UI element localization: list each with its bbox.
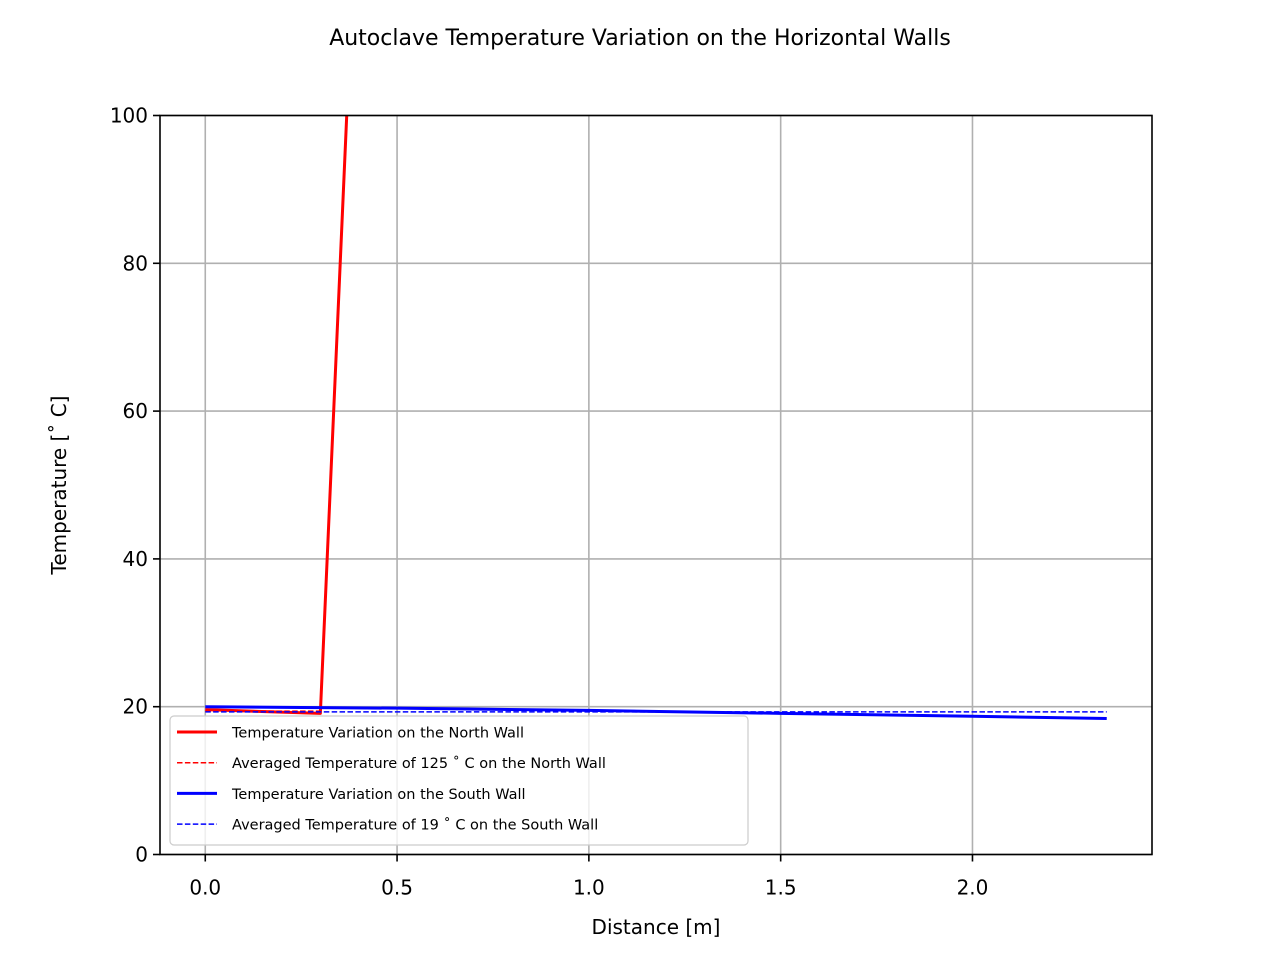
legend: Temperature Variation on the North Wall A… (169, 715, 749, 846)
y-tick-label: 100 (110, 104, 148, 128)
x-tick-label: 0.0 (189, 876, 221, 900)
series-line-0 (205, 115, 349, 715)
legend-entry-label: Temperature Variation on the North Wall (231, 726, 524, 742)
legend-entry-label: Averaged Temperature of 125 ˚ C on the N… (232, 755, 606, 772)
x-axis-label: Distance [m] (592, 915, 721, 939)
x-tick-label: 0.5 (381, 876, 413, 900)
y-tick-label: 40 (123, 547, 148, 571)
y-axis-ticks: 0 20 40 60 80 100 (110, 104, 160, 867)
legend-entry-label: Averaged Temperature of 19 ˚ C on the So… (232, 817, 598, 834)
y-tick-label: 60 (123, 399, 148, 423)
x-tick-label: 1.0 (573, 876, 605, 900)
y-tick-label: 80 (123, 251, 148, 275)
chart-title: Autoclave Temperature Variation on the H… (329, 26, 951, 51)
plot-area-frame (159, 114, 1153, 856)
x-axis-ticks: 0.0 0.5 1.0 1.5 2.0 (189, 854, 989, 900)
legend-entry-label: Temperature Variation on the South Wall (231, 787, 526, 803)
legend-box (169, 715, 749, 846)
x-tick-label: 2.0 (957, 876, 989, 900)
y-tick-label: 20 (123, 695, 148, 719)
series-lines (205, 115, 1107, 721)
y-tick-label: 0 (135, 843, 148, 867)
y-axis-label: Temperature [˚ C] (47, 396, 71, 576)
x-tick-label: 1.5 (765, 876, 797, 900)
